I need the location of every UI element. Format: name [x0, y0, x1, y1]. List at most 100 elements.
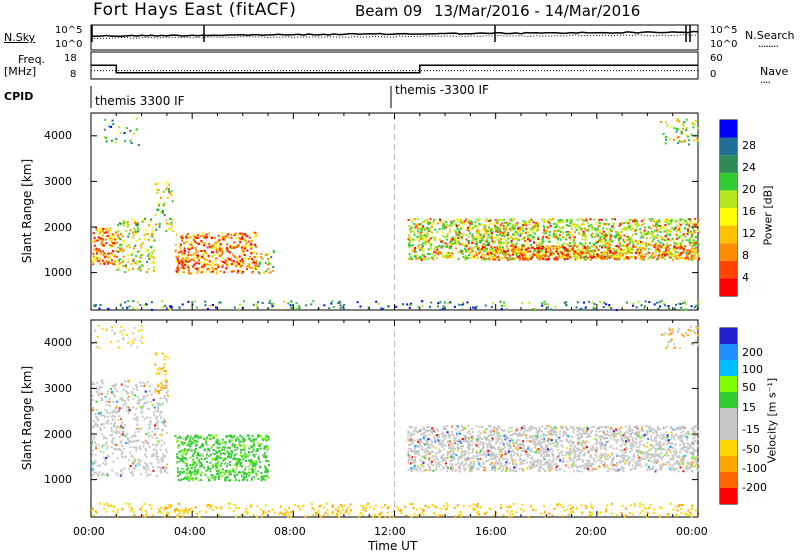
velocity-cell [132, 462, 135, 465]
power-cell [414, 255, 416, 258]
power-cell [514, 251, 517, 254]
velocity-cell [228, 507, 231, 510]
power-cell [170, 305, 173, 308]
power-cell [667, 305, 670, 307]
power-cell [650, 232, 653, 235]
velocity-cell [386, 512, 389, 514]
velocity-cell [113, 415, 116, 418]
power-cell [250, 240, 253, 243]
power-cell [567, 243, 570, 246]
velocity-cell [91, 468, 94, 471]
power-cell [472, 236, 475, 239]
power-cell [508, 236, 511, 239]
power-cell [482, 243, 485, 245]
velocity-cell [568, 504, 571, 507]
velocity-cell [118, 407, 121, 410]
velocity-cell [160, 385, 163, 388]
power-cell [226, 243, 229, 246]
power-cell [582, 219, 585, 222]
velocity-cell [256, 448, 259, 451]
power-cell [219, 247, 222, 250]
power-cell [118, 259, 120, 262]
power-cell [472, 251, 475, 254]
power-cell [642, 218, 645, 221]
power-cell [535, 221, 538, 224]
power-cell [213, 260, 216, 263]
power-cell [609, 233, 612, 236]
nsky-line [90, 30, 699, 37]
power-cell [202, 253, 204, 256]
power-cell [675, 237, 678, 240]
velocity-cell [194, 450, 197, 453]
velocity-cell [234, 458, 237, 461]
velocity-cell [181, 442, 184, 445]
power-cell [93, 240, 96, 243]
power-cell [120, 233, 122, 235]
velocity-cell [135, 388, 138, 391]
power-cell [257, 265, 260, 268]
power-cell [670, 126, 673, 129]
power-cell [485, 218, 488, 221]
velocity-cell [95, 511, 98, 514]
power-cell [683, 249, 686, 252]
velocity-cell [232, 436, 235, 439]
power-cell [589, 218, 592, 221]
power-cell [510, 237, 513, 240]
power-cell [561, 227, 564, 230]
power-cell [460, 236, 463, 238]
power-cell [236, 260, 239, 263]
power-cell [411, 250, 414, 253]
power-cell [103, 136, 106, 139]
velocity-cell [223, 446, 226, 449]
power-cell [490, 255, 493, 258]
power-cell [460, 249, 462, 252]
power-cell [512, 244, 515, 247]
power-cell [484, 224, 487, 227]
power-cell [455, 247, 457, 250]
velocity-cell [229, 470, 232, 473]
velocity-cell [265, 460, 268, 462]
power-cell [208, 243, 211, 246]
power-cell [591, 228, 594, 231]
power-cell [505, 227, 507, 230]
power-cell [119, 303, 122, 305]
power-cell [615, 234, 618, 237]
velocity-cell [212, 443, 215, 446]
power-cell [602, 253, 605, 256]
power-cell [554, 305, 557, 308]
power-cell [225, 235, 228, 238]
velocity-cell [130, 507, 133, 510]
power-cell [674, 246, 677, 249]
velocity-cell [184, 457, 186, 459]
power-cell [597, 220, 600, 223]
power-cell [684, 219, 687, 222]
power-cell [476, 305, 479, 308]
power-cell [647, 243, 650, 245]
velocity-cell [165, 392, 168, 395]
power-cell [491, 253, 494, 255]
velocity-cell [116, 448, 119, 451]
velocity-cell [194, 506, 197, 509]
power-cell [498, 256, 501, 259]
power-cell [201, 255, 204, 258]
power-cell [197, 262, 200, 265]
velocity-cell [159, 434, 162, 437]
velocity-cell [249, 479, 252, 482]
velocity-cell [604, 510, 607, 513]
power-cell [109, 246, 112, 248]
power-cell [408, 244, 410, 247]
velocity-cell [239, 440, 242, 443]
velocity-cell [154, 363, 157, 366]
power-cell [187, 269, 190, 272]
velocity-cell [190, 507, 193, 510]
velocity-cell [230, 439, 233, 442]
power-cell [503, 249, 505, 252]
velocity-cell [203, 449, 206, 452]
power-cell [464, 250, 467, 253]
velocity-cell [140, 473, 142, 476]
power-cell [504, 243, 507, 246]
power-cell [560, 245, 563, 248]
velocity-cell [243, 447, 246, 450]
power-cell [547, 221, 550, 224]
power-cell [654, 254, 657, 257]
